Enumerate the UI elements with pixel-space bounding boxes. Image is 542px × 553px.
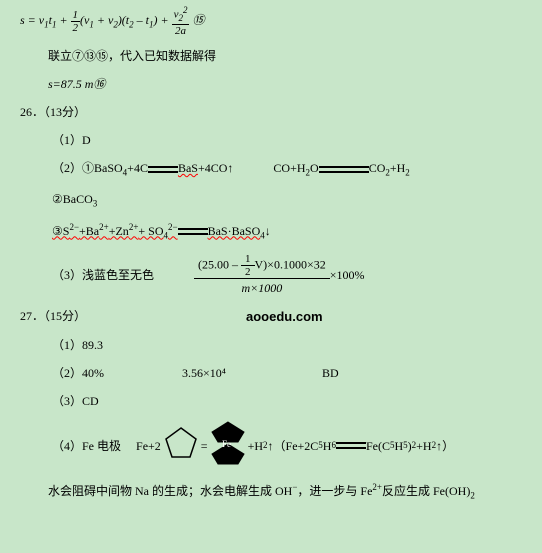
q27-header-row: 27．（15分） aooedu.com xyxy=(20,307,522,327)
q26-answer-2-3: ③S2−+Ba2++Zn2++ SO42−BaS·BaSO4↓ xyxy=(20,221,522,243)
q26-answer-2-1: （2）①BaSO4+4CBaS+4CO↑CO+H2OCO2+H2 xyxy=(20,159,522,180)
equilibrium-arrow-icon xyxy=(178,228,208,235)
q27-answer-4: （4）Fe 电极 Fe+2 = Fe +H2↑（Fe+2C5H6Fe(C5H5)… xyxy=(20,420,522,471)
text-combine: 联立⑦⑬⑮，代入已知数据解得 xyxy=(20,47,522,65)
cyclopentadiene-icon xyxy=(161,423,201,468)
q27-answer-3: （3）CD xyxy=(20,392,522,410)
q27-answer-4-text: 水会阻碍中间物 Na 的生成；水会电解生成 OH−，进一步与 Fe2+反应生成 … xyxy=(48,481,522,503)
result-s: s=87.5 m⑯ xyxy=(20,75,522,93)
equation-s: s = v1t1 + 12(v1 + v2)(t2 – t1) + v222a … xyxy=(20,6,522,37)
q27-header: 27．（15分） xyxy=(20,307,86,325)
watermark: aooedu.com xyxy=(246,307,323,327)
q27-answer-1: （1）89.3 xyxy=(20,336,522,354)
q26-answer-2-2: ②BaCO3 xyxy=(20,190,522,211)
svg-text:Fe: Fe xyxy=(222,439,231,449)
q26-header: 26．（13分） xyxy=(20,103,522,121)
equilibrium-arrow-icon xyxy=(319,166,369,173)
q27-answer-2: （2）40% 3.56×10⁴ BD xyxy=(20,364,522,382)
ferrocene-icon: Fe xyxy=(208,420,248,471)
q26-answer-1: （1）D xyxy=(20,131,522,149)
q26-answer-3: （3）浅蓝色至无色 (25.00 – 12V)×0.1000×32 m×1000… xyxy=(20,253,522,297)
equilibrium-arrow-icon xyxy=(148,166,178,173)
equilibrium-arrow-icon xyxy=(336,442,366,449)
